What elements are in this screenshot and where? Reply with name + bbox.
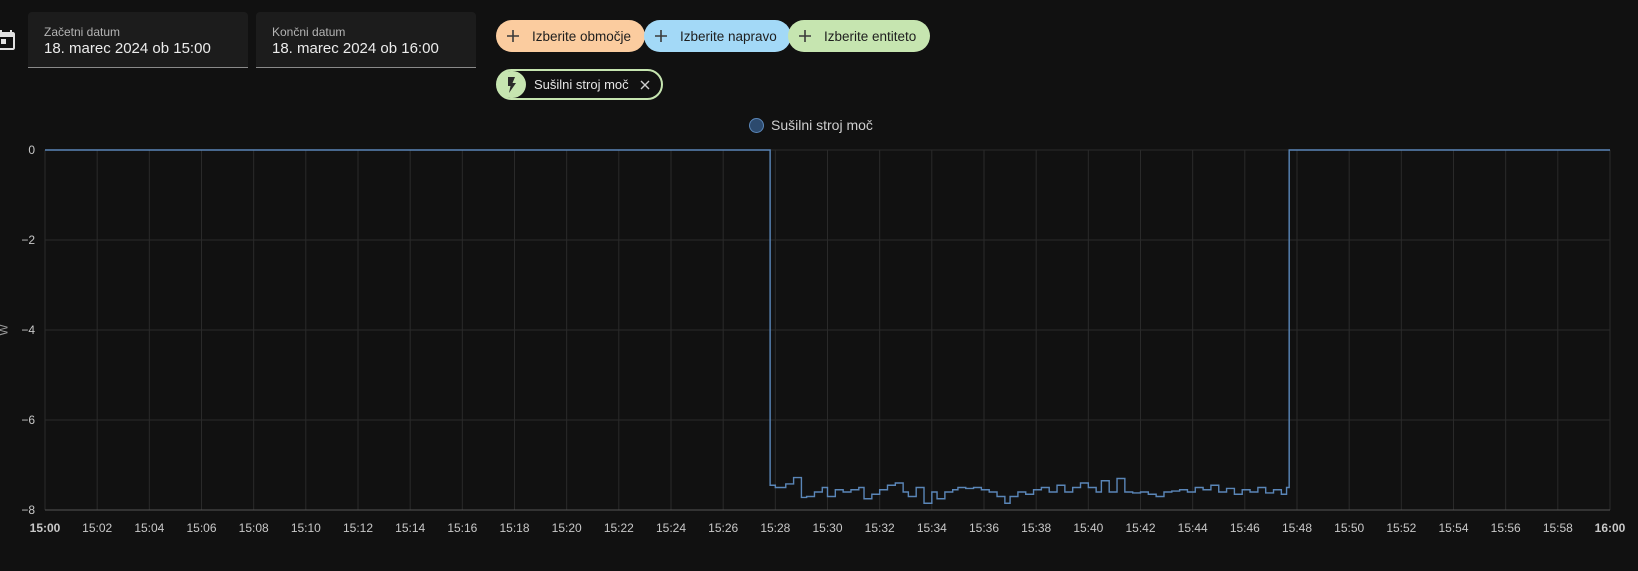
- series-line: [45, 149, 1610, 504]
- selected-entity-label: Sušilni stroj moč: [534, 77, 629, 92]
- x-tick-label: 15:48: [1282, 521, 1312, 535]
- x-tick-label: 15:38: [1021, 521, 1051, 535]
- x-tick-label: 15:06: [186, 521, 216, 535]
- x-tick-label: 15:30: [812, 521, 842, 535]
- calendar-icon[interactable]: [0, 28, 18, 52]
- legend-label: Sušilni stroj moč: [771, 117, 873, 133]
- x-tick-label: 15:32: [865, 521, 895, 535]
- x-tick-label: 15:14: [395, 521, 425, 535]
- lightning-icon: [507, 76, 516, 93]
- start-date-field[interactable]: Začetni datum 18. marec 2024 ob 15:00: [28, 12, 248, 68]
- plus-icon: [655, 30, 667, 42]
- y-tick-label: −4: [21, 323, 35, 337]
- x-tick-label: 15:42: [1125, 521, 1155, 535]
- plus-icon: [799, 30, 811, 42]
- choose-area-button[interactable]: Izberite območje: [496, 20, 646, 52]
- x-tick-label: 15:22: [604, 521, 634, 535]
- x-tick-label: 16:00: [1595, 521, 1626, 535]
- x-tick-label: 15:58: [1543, 521, 1573, 535]
- x-tick-label: 15:44: [1178, 521, 1208, 535]
- x-tick-label: 15:28: [760, 521, 790, 535]
- close-icon[interactable]: [639, 79, 651, 91]
- x-tick-label: 15:10: [291, 521, 321, 535]
- y-tick-label: −8: [21, 503, 35, 517]
- x-tick-label: 15:18: [499, 521, 529, 535]
- x-tick-label: 15:54: [1438, 521, 1468, 535]
- x-tick-label: 15:52: [1386, 521, 1416, 535]
- y-tick-label: −2: [21, 233, 35, 247]
- x-tick-label: 15:12: [343, 521, 373, 535]
- x-tick-label: 15:36: [969, 521, 999, 535]
- choose-device-button[interactable]: Izberite napravo: [644, 20, 791, 52]
- x-tick-label: 15:40: [1073, 521, 1103, 535]
- entity-icon-wrap: [497, 71, 526, 98]
- x-tick-label: 15:20: [552, 521, 582, 535]
- x-tick-label: 15:24: [656, 521, 686, 535]
- choose-device-label: Izberite napravo: [680, 28, 777, 44]
- x-tick-label: 15:26: [708, 521, 738, 535]
- x-tick-label: 15:50: [1334, 521, 1364, 535]
- x-tick-label: 15:04: [134, 521, 164, 535]
- x-tick-label: 15:46: [1230, 521, 1260, 535]
- y-tick-label: 0: [28, 143, 35, 157]
- end-date-label: Končni datum: [272, 25, 346, 39]
- choose-entity-button[interactable]: Izberite entiteto: [788, 20, 931, 52]
- end-date-value[interactable]: 18. marec 2024 ob 16:00: [272, 40, 439, 57]
- x-tick-label: 15:08: [239, 521, 269, 535]
- choose-entity-label: Izberite entiteto: [824, 28, 917, 44]
- end-date-field[interactable]: Končni datum 18. marec 2024 ob 16:00: [256, 12, 476, 68]
- x-tick-label: 15:34: [917, 521, 947, 535]
- start-date-value[interactable]: 18. marec 2024 ob 15:00: [44, 40, 211, 57]
- plus-icon: [507, 30, 519, 42]
- choose-area-label: Izberite območje: [532, 28, 632, 44]
- start-date-label: Začetni datum: [44, 25, 121, 39]
- legend-dot: [749, 117, 764, 133]
- x-tick-label: 15:00: [30, 521, 61, 535]
- x-tick-label: 15:16: [447, 521, 477, 535]
- x-tick-label: 15:02: [82, 521, 112, 535]
- y-tick-label: −6: [21, 413, 35, 427]
- chart-legend-item[interactable]: Sušilni stroj moč: [749, 117, 873, 133]
- x-tick-label: 15:56: [1491, 521, 1521, 535]
- selected-entity-chip[interactable]: Sušilni stroj moč: [496, 69, 663, 100]
